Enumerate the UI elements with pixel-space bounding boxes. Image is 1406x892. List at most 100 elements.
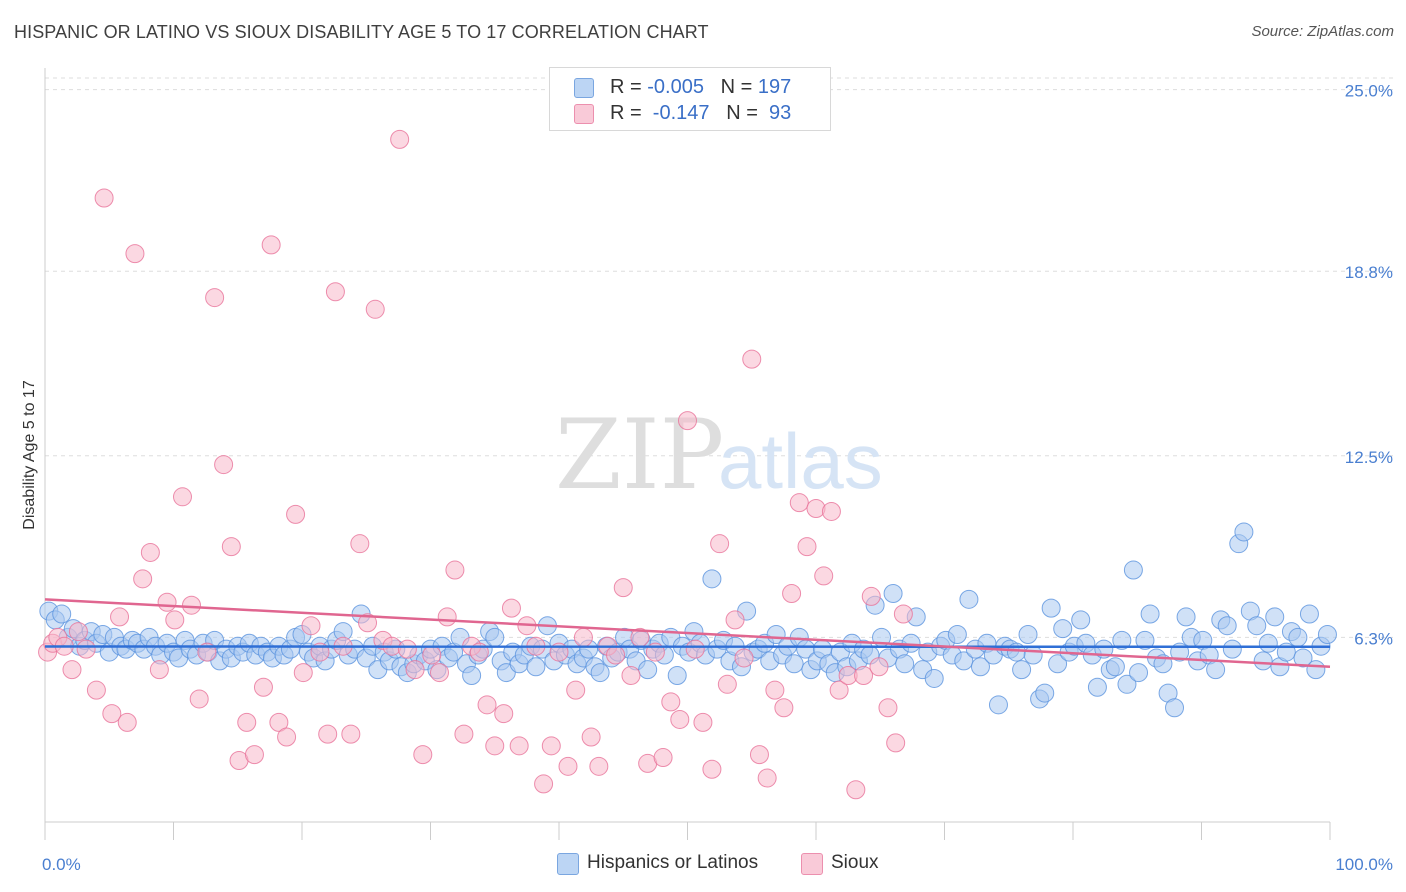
hispanics-point <box>1140 604 1160 624</box>
sioux-point <box>86 680 106 700</box>
x-tick-labels: 0.0% 100.0% <box>42 855 1393 874</box>
legend-n-value: 197 <box>757 76 792 98</box>
sioux-point <box>749 745 769 765</box>
hispanics-point <box>1217 616 1237 636</box>
sioux-point <box>774 698 794 718</box>
hispanics-point <box>526 657 546 677</box>
sioux-point <box>477 695 497 715</box>
sioux-point <box>318 724 338 744</box>
sioux-point <box>140 542 160 562</box>
legend-r-label: R = <box>610 76 648 98</box>
hispanics-point <box>1165 698 1185 718</box>
watermark: ZIP atlas <box>555 399 883 511</box>
hispanics-point <box>702 569 722 589</box>
hispanics-point <box>1023 645 1043 665</box>
sioux-point <box>397 639 417 659</box>
sioux-point <box>710 534 730 554</box>
legend-r-value: -0.147 <box>647 102 710 124</box>
sioux-point <box>110 607 130 627</box>
sioux-point <box>534 774 554 794</box>
sioux-point <box>861 586 881 606</box>
sioux-point <box>661 692 681 712</box>
sioux-point <box>806 499 826 519</box>
hispanics-point <box>883 583 903 603</box>
hispanics-point <box>1234 522 1254 542</box>
sioux-point <box>717 674 737 694</box>
sioux-point <box>878 698 898 718</box>
hispanics-point <box>1112 630 1132 650</box>
sioux-point <box>509 736 529 756</box>
sioux-point <box>390 129 410 149</box>
sioux-point <box>149 660 169 680</box>
legend-swatch-sioux <box>574 104 594 124</box>
hispanics-point <box>485 627 505 647</box>
axes <box>44 68 1331 840</box>
hispanics-point <box>667 666 687 686</box>
sioux-point <box>566 680 586 700</box>
sioux-point <box>501 598 521 618</box>
x-tick-label: 100.0% <box>1335 855 1393 874</box>
sioux-point <box>454 724 474 744</box>
hispanics-point <box>1258 633 1278 653</box>
y-tick-label: 18.8% <box>1345 263 1393 282</box>
y-tick-label: 25.0% <box>1345 82 1393 101</box>
sioux-point <box>821 501 841 521</box>
hispanics-point <box>1012 660 1032 680</box>
hispanics-point <box>1117 674 1137 694</box>
sioux-point <box>277 727 297 747</box>
hispanics-point <box>638 660 658 680</box>
hispanics-point <box>1123 560 1143 580</box>
sioux-point <box>846 780 866 800</box>
sioux-point <box>365 299 385 319</box>
sioux-point <box>670 709 690 729</box>
gridlines <box>45 77 1395 638</box>
hispanics-point <box>1105 657 1125 677</box>
sioux-point <box>558 756 578 776</box>
hispanics-point <box>924 668 944 688</box>
sioux-point <box>621 666 641 686</box>
hispanics-point <box>1253 651 1273 671</box>
hispanics-point <box>590 663 610 683</box>
sioux-point <box>886 733 906 753</box>
sioux-point <box>405 660 425 680</box>
sioux-point <box>429 663 449 683</box>
sioux-point <box>293 663 313 683</box>
sioux-point <box>102 704 122 724</box>
sioux-point <box>133 569 153 589</box>
sioux-point <box>286 504 306 524</box>
sioux-point <box>117 712 137 732</box>
sioux-point <box>157 592 177 612</box>
hispanics-point <box>959 589 979 609</box>
sioux-point <box>301 616 321 636</box>
hispanics-point <box>1306 660 1326 680</box>
hispanics-point <box>970 657 990 677</box>
legend-row-sioux: R = -0.147 N = 93 <box>574 102 791 126</box>
hispanics-point <box>1247 616 1267 636</box>
sioux-point <box>893 604 913 624</box>
watermark-atlas: atlas <box>718 417 883 505</box>
chart-title: HISPANIC OR LATINO VS SIOUX DISABILITY A… <box>14 22 709 42</box>
legend-n-value: 93 <box>763 102 792 124</box>
legend-n-label: N = <box>720 76 758 98</box>
sioux-point <box>325 282 345 302</box>
sioux-point <box>765 680 785 700</box>
sioux-point <box>68 622 88 642</box>
sioux-point <box>541 736 561 756</box>
hispanics-point <box>1071 610 1091 630</box>
sioux-point <box>221 537 241 557</box>
hispanics-point <box>1265 607 1285 627</box>
hispanics-point <box>988 695 1008 715</box>
sioux-point <box>205 288 225 308</box>
sioux-point <box>782 583 802 603</box>
hispanics-point <box>1299 604 1319 624</box>
sioux-point <box>437 607 457 627</box>
hispanics-point <box>784 654 804 674</box>
hispanics-point <box>1087 677 1107 697</box>
sioux-point <box>869 657 889 677</box>
sioux-point <box>76 639 96 659</box>
hispanics-point <box>895 654 915 674</box>
sioux-point <box>653 748 673 768</box>
hispanics-point <box>1222 639 1242 659</box>
y-tick-label: 6.3% <box>1354 629 1393 648</box>
